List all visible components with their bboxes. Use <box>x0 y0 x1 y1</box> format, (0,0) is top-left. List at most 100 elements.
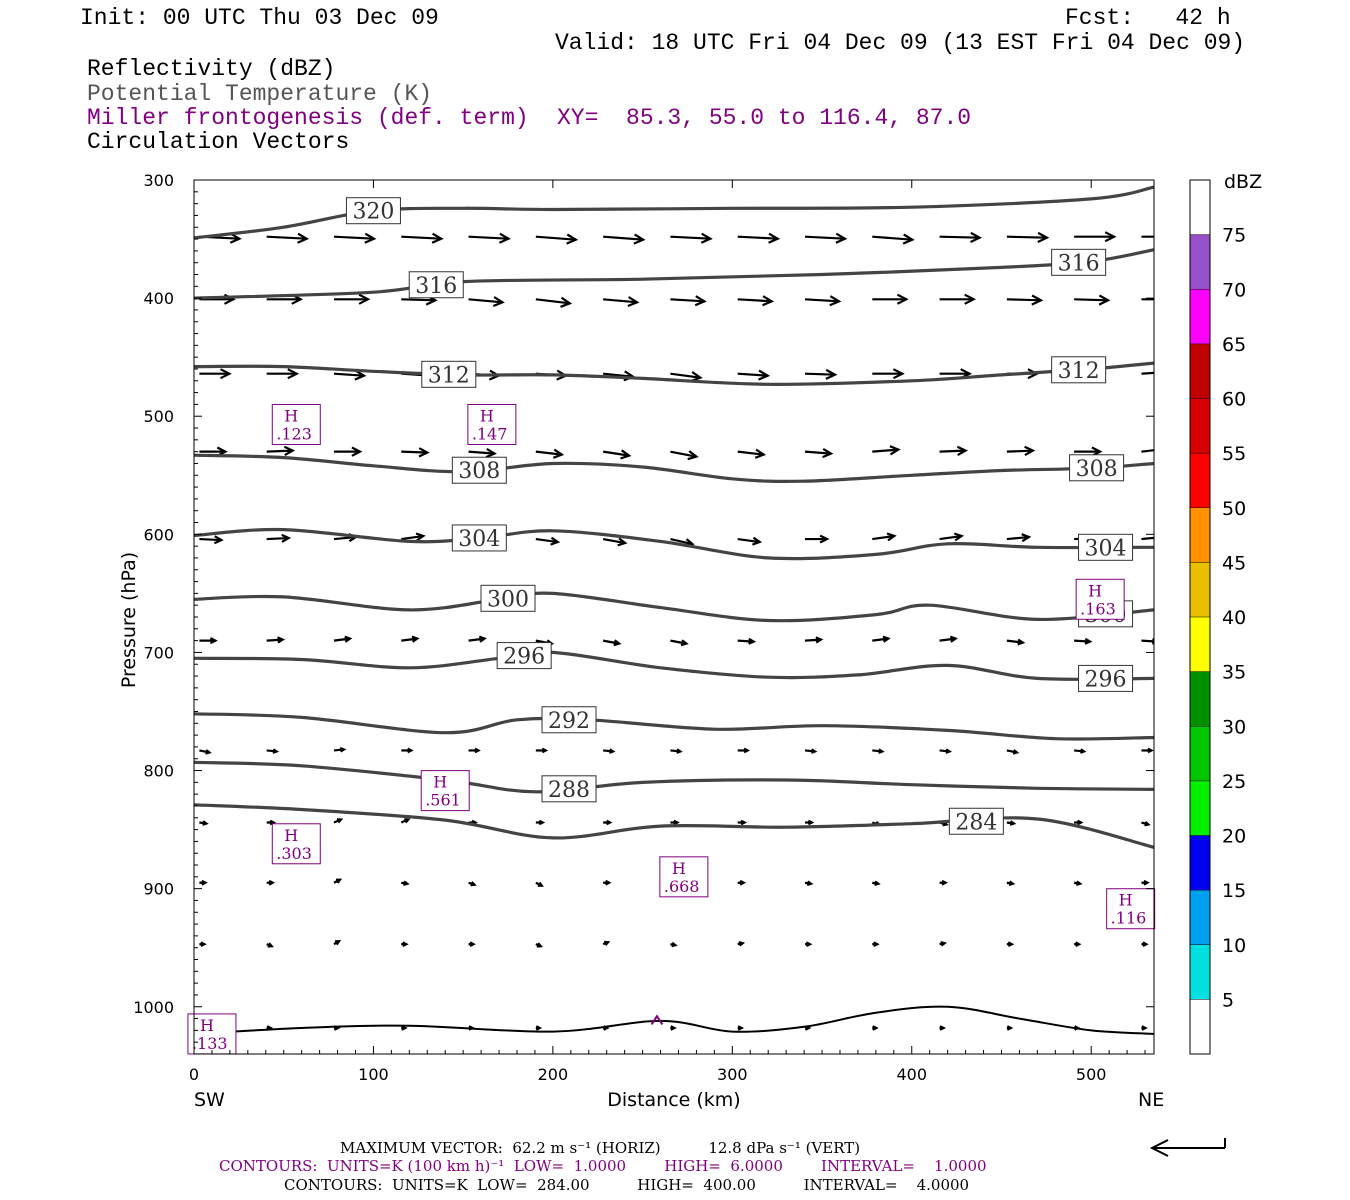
circulation-vector <box>333 369 367 381</box>
theta-label-box <box>451 456 507 484</box>
colorbar-level-30: 30 <box>1222 716 1246 738</box>
circulation-vector <box>1074 941 1082 947</box>
circulation-vector <box>804 880 814 886</box>
circulation-vector <box>737 879 747 886</box>
theta-contour-296 <box>194 650 1154 681</box>
theta-contour-label-316: 316 <box>415 274 457 299</box>
colorbar-level-45: 45 <box>1222 552 1246 574</box>
circulation-vector <box>1141 536 1154 541</box>
circulation-vector <box>939 231 983 243</box>
circulation-vector <box>1073 880 1083 886</box>
circulation-vector <box>266 879 276 886</box>
theta-contour-label-284: 284 <box>955 810 997 835</box>
circulation-vector <box>737 941 746 947</box>
circulation-vector <box>670 450 699 461</box>
circulation-vector <box>670 232 713 244</box>
circulation-vector <box>199 368 232 380</box>
y-tick-label-800: 800 <box>143 762 174 781</box>
circulation-vector <box>535 747 549 754</box>
theta-contour-284 <box>194 803 1154 849</box>
frontogenesis-caret <box>650 1014 664 1026</box>
circulation-vector <box>266 533 292 543</box>
circulation-vector <box>1006 1025 1014 1031</box>
theta-label-box <box>541 775 597 803</box>
circulation-vector <box>737 295 775 307</box>
circulation-vector <box>333 232 377 244</box>
frontogenesis-high-marker: H <box>1088 581 1102 600</box>
circulation-vector <box>401 880 410 886</box>
colorbar-level-70: 70 <box>1222 279 1246 301</box>
theta-label-box <box>496 642 552 670</box>
frontogenesis-high-marker: H <box>1119 891 1133 910</box>
circulation-vector <box>804 534 830 544</box>
colorbar-segment <box>1190 180 1210 235</box>
circulation-vector <box>1141 637 1154 645</box>
circulation-vector <box>1141 449 1154 453</box>
y-axis-label: Pressure (hPa) <box>118 552 140 688</box>
y-tick-label-900: 900 <box>143 880 174 899</box>
colorbar-segment <box>1190 234 1210 290</box>
circulation-vector <box>1006 445 1036 457</box>
circulation-vector <box>468 747 481 754</box>
theta-contour-label-312: 312 <box>1058 359 1100 384</box>
circulation-vector <box>1074 819 1084 826</box>
circulation-vector <box>1074 294 1111 306</box>
circulation-vector <box>468 232 511 244</box>
circulation-vector <box>1006 941 1015 947</box>
circulation-vector <box>266 232 310 244</box>
colorbar-level-55: 55 <box>1222 443 1246 465</box>
theta-label-box <box>1069 454 1125 482</box>
theta-label-box <box>408 271 464 299</box>
circulation-vector <box>401 232 444 244</box>
circulation-vector <box>1141 1025 1148 1031</box>
circulation-vector <box>199 535 224 545</box>
x-tick-label-500: 500 <box>1076 1065 1107 1084</box>
frontogenesis-high-marker: H <box>284 406 298 425</box>
circulation-vector <box>939 293 977 305</box>
maximum-vector-text: MAXIMUM VECTOR: 62.2 m s⁻¹ (HORIZ) 12.8 … <box>340 1139 861 1157</box>
init-time-label: Init: 00 UTC Thu 03 Dec 09 <box>80 5 439 31</box>
circulation-vector <box>468 635 487 643</box>
colorbar-level-15: 15 <box>1222 880 1246 902</box>
frontogenesis-high-303: H.303 <box>271 823 321 865</box>
circulation-vector <box>939 635 959 643</box>
colorbar-level-35: 35 <box>1222 662 1246 684</box>
circulation-vector <box>670 748 683 754</box>
circulation-vector <box>804 636 824 644</box>
valid-time-label: Valid: 18 UTC Fri 04 Dec 09 (13 EST Fri … <box>555 30 1246 56</box>
x-end-label-ne: NE <box>1138 1089 1164 1111</box>
colorbar-segment <box>1190 726 1210 781</box>
circulation-vector <box>333 939 342 946</box>
circulation-vector <box>1141 941 1149 947</box>
circulation-vector <box>333 635 353 643</box>
circulation-vector <box>1006 749 1020 755</box>
colorbar-segment <box>1190 944 1210 1000</box>
colorbar-level-25: 25 <box>1222 771 1246 793</box>
circulation-vector <box>804 941 813 947</box>
colorbar-level-60: 60 <box>1222 389 1246 411</box>
circulation-vector <box>872 445 901 456</box>
circulation-vector <box>670 639 689 647</box>
theta-contour-label-296: 296 <box>1085 667 1127 692</box>
circulation-vector <box>199 820 209 826</box>
circulation-vector <box>939 879 949 886</box>
colorbar-segment <box>1190 453 1210 508</box>
circulation-vector <box>872 880 881 886</box>
theta-contour-280 <box>194 1005 1154 1035</box>
colorbar-level-75: 75 <box>1222 225 1246 247</box>
theta-label-box <box>451 524 507 552</box>
circulation-vector <box>872 748 885 754</box>
colorbar-level-50: 50 <box>1222 498 1246 520</box>
circulation-vector <box>670 1025 677 1031</box>
circulation-vector <box>1141 235 1154 238</box>
circulation-vector <box>602 537 628 547</box>
circulation-vector <box>737 747 751 754</box>
theta-contour-304 <box>194 527 1154 561</box>
theta-contour-320 <box>194 185 1154 240</box>
reference-vector-arrow <box>1149 1138 1226 1157</box>
circulation-vector <box>1006 533 1032 543</box>
circulation-vector <box>1006 638 1026 646</box>
theta-label-box <box>421 360 477 388</box>
circulation-vector <box>199 749 212 755</box>
